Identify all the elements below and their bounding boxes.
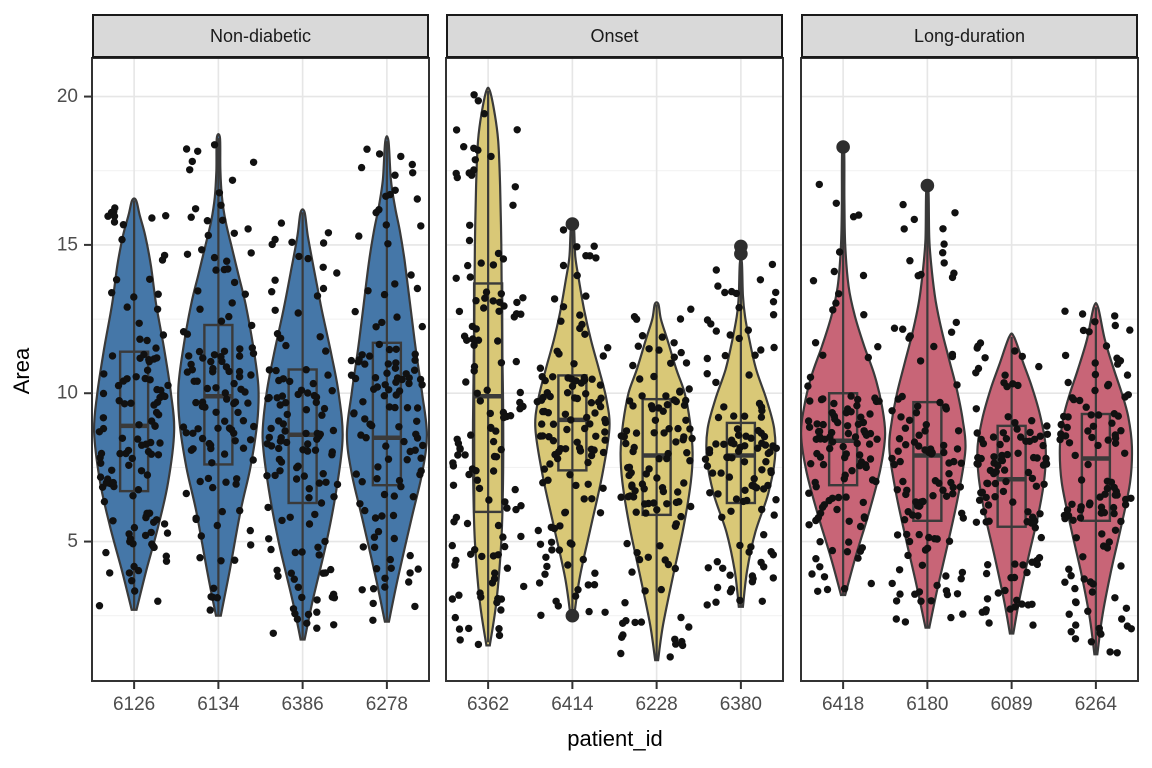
facet-panel — [92, 58, 429, 681]
outlier-point — [565, 217, 580, 231]
x-tick-label: 6180 — [906, 694, 948, 715]
facet-strip-onset: Onset — [446, 14, 783, 58]
x-tick-label: 6264 — [1075, 694, 1118, 715]
facet-label: Long-duration — [913, 25, 1026, 46]
x-tick-label: 6126 — [113, 694, 155, 715]
x-tick-label: 6089 — [990, 694, 1032, 715]
facet-label: Onset — [590, 25, 639, 46]
x-tick-label: 6418 — [822, 694, 864, 715]
panel-border — [445, 57, 784, 682]
facet-label: Non-diabetic — [209, 25, 312, 46]
x-tick-label: 6414 — [551, 694, 594, 715]
y-tick-label: 20 — [57, 86, 78, 107]
y-tick-label: 10 — [57, 383, 78, 404]
x-tick-label: 6134 — [197, 694, 240, 715]
box-6089 — [996, 424, 1027, 528]
y-tick-label: 15 — [57, 234, 78, 255]
outlier-point — [836, 140, 850, 154]
x-tick-label: 6228 — [635, 694, 677, 715]
facet-strip-non-diabetic: Non-diabetic — [92, 14, 429, 58]
panel-border — [91, 57, 430, 682]
y-tick-label: 5 — [67, 531, 78, 552]
x-tick-label: 6362 — [467, 694, 509, 715]
y-axis-title: Area — [9, 347, 34, 395]
facet-panel — [801, 58, 1138, 681]
box-6278 — [371, 341, 403, 487]
outlier-point — [920, 178, 935, 193]
box-6180 — [912, 400, 943, 522]
x-tick-label: 6278 — [366, 694, 408, 715]
facet-panel — [446, 58, 783, 681]
x-tick-label: 6380 — [720, 694, 762, 715]
panel-border — [800, 57, 1139, 682]
facet-strip-long-duration: Long-duration — [801, 14, 1138, 58]
outlier-point — [565, 608, 580, 623]
x-axis-title: patient_id — [567, 726, 663, 751]
outlier-point — [734, 239, 748, 254]
x-tick-label: 6386 — [281, 694, 323, 715]
